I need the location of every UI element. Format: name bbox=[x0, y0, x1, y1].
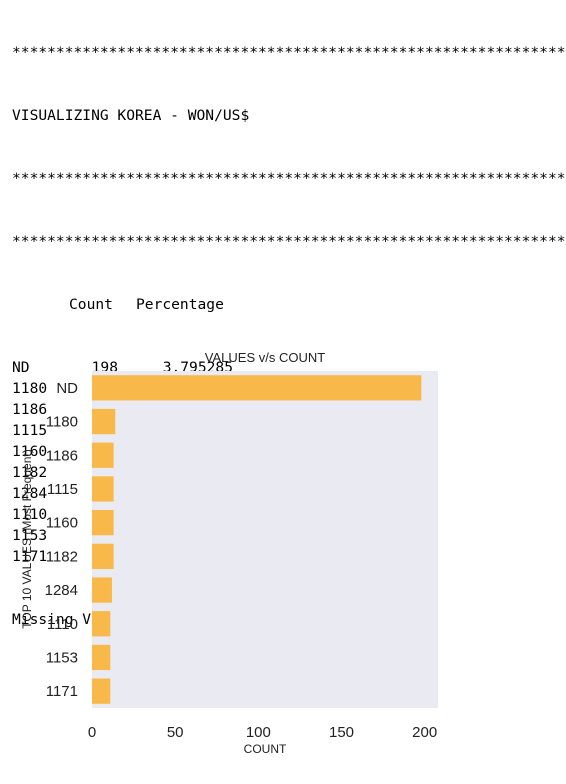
y-tick-label: 1110 bbox=[47, 616, 78, 633]
bar-1171 bbox=[92, 678, 111, 704]
x-tick-label: 150 bbox=[329, 724, 354, 741]
y-tick-label: 1160 bbox=[46, 515, 78, 532]
bar-chart: VALUES v/s COUNT ND 1180 1186 1115 1160 1182 1… bbox=[0, 342, 566, 779]
row-value: 1180 bbox=[12, 380, 48, 397]
x-tick-label: 100 bbox=[246, 724, 271, 741]
star-divider: ****************************************… bbox=[12, 233, 566, 250]
x-axis-label: COUNT bbox=[244, 742, 287, 756]
row-value: 1160 bbox=[12, 443, 48, 460]
row-value: 1171 bbox=[12, 548, 48, 565]
row-value: 1110 bbox=[12, 506, 48, 523]
row-value: 1284 bbox=[12, 485, 48, 502]
bar-1186 bbox=[92, 442, 114, 468]
y-tick-label: 1115 bbox=[47, 481, 78, 498]
row-value: 1186 bbox=[12, 401, 48, 418]
count-header: Count bbox=[69, 296, 113, 313]
row-value: 1115 bbox=[12, 422, 48, 439]
bar-1153 bbox=[92, 644, 111, 671]
table-header: Count Percentage bbox=[12, 294, 566, 315]
y-tick-label: 1153 bbox=[46, 649, 78, 666]
plot-area bbox=[92, 371, 438, 708]
y-tick-label: ND bbox=[56, 380, 78, 397]
y-tick-labels: ND 1180 1186 1115 1160 1182 1284 1110 1153 1171 bbox=[45, 380, 79, 700]
x-tick-label: 50 bbox=[167, 724, 184, 741]
y-tick-label: 1180 bbox=[46, 414, 78, 431]
bar-ND bbox=[92, 375, 422, 401]
bar-1115 bbox=[92, 476, 114, 502]
row-value: ND bbox=[12, 359, 30, 376]
bar-chart-svg: VALUES v/s COUNT ND 1180 1186 1115 1160 1182 1… bbox=[20, 350, 438, 756]
bar-1110 bbox=[92, 611, 111, 637]
bars-group bbox=[92, 375, 422, 704]
bar-1160 bbox=[92, 510, 114, 536]
star-divider: ****************************************… bbox=[12, 170, 566, 187]
y-tick-label: 1182 bbox=[46, 548, 78, 565]
output-heading: VISUALIZING KOREA - WON/US$ bbox=[12, 107, 250, 124]
y-tick-label: 1284 bbox=[45, 582, 78, 599]
bar-1284 bbox=[92, 577, 112, 603]
x-tick-labels: 0 50 100 150 200 bbox=[88, 724, 437, 741]
y-tick-label: 1186 bbox=[46, 447, 78, 464]
bar-1180 bbox=[92, 408, 116, 435]
row-value: 1153 bbox=[12, 527, 48, 544]
percentage-header: Percentage bbox=[136, 296, 224, 313]
row-value: 1182 bbox=[12, 464, 48, 481]
x-tick-label: 200 bbox=[412, 724, 437, 741]
y-tick-label: 1171 bbox=[46, 683, 78, 700]
chart-title: VALUES v/s COUNT bbox=[205, 350, 325, 365]
y-axis-label: TOP 10 VALUES (Most Frequent) bbox=[20, 449, 34, 628]
star-divider: ****************************************… bbox=[12, 44, 566, 61]
bar-1182 bbox=[92, 543, 114, 569]
x-tick-label: 0 bbox=[88, 724, 96, 741]
